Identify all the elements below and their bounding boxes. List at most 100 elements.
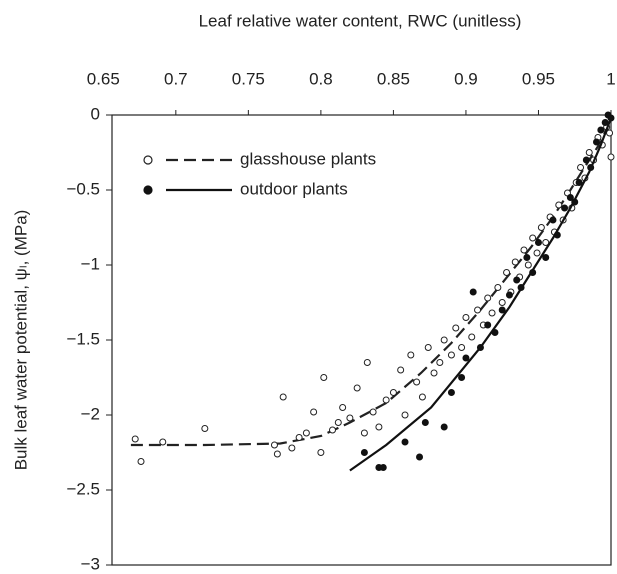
data-point [517, 284, 525, 291]
data-point [505, 291, 513, 299]
data-point [320, 374, 328, 381]
data-point [491, 329, 499, 336]
data-point [458, 374, 466, 381]
data-point [488, 309, 496, 317]
y-tick-label: −1 [81, 254, 100, 273]
data-point [273, 450, 281, 458]
data-point [607, 114, 615, 122]
fit-line [349, 117, 613, 472]
data-point [131, 435, 139, 443]
data-point [334, 419, 342, 426]
data-point [407, 351, 415, 359]
data-point [328, 426, 336, 434]
data-point [575, 179, 583, 186]
data-point [447, 351, 455, 359]
plot-frame [111, 114, 612, 566]
data-point [382, 396, 390, 404]
y-axis-label: Bulk leaf water potential, ψₗ, (MPa) [11, 210, 30, 471]
data-point [317, 449, 325, 456]
data-point [533, 249, 541, 257]
data-point [484, 321, 492, 329]
data-point [397, 366, 405, 374]
data-point [462, 354, 470, 362]
data-point [523, 254, 531, 261]
data-point [447, 389, 455, 396]
data-point [469, 288, 477, 296]
x-tick-label: 0.8 [309, 69, 333, 88]
y-tick-label: −3 [81, 554, 100, 573]
data-point [592, 138, 600, 146]
data-point [542, 239, 550, 246]
data-point [468, 333, 476, 341]
data-point [339, 404, 347, 411]
legend-label: outdoor plants [240, 179, 348, 198]
x-tick-label: 0.95 [522, 69, 555, 88]
data-point [561, 204, 569, 212]
data-point [424, 344, 432, 351]
y-tick-label: −1.5 [66, 329, 100, 348]
data-point [201, 425, 209, 432]
data-point [421, 419, 429, 426]
y-tick-label: 0 [91, 104, 100, 123]
data-point [524, 261, 532, 269]
data-point [520, 246, 528, 254]
data-point [360, 429, 368, 437]
y-tick-label: −2 [81, 404, 100, 423]
data-point [302, 429, 310, 437]
data-point [474, 306, 482, 314]
data-point [601, 119, 609, 126]
data-point [389, 389, 397, 396]
data-point [534, 239, 542, 246]
data-point [440, 423, 448, 431]
data-point [484, 294, 492, 302]
data-point [549, 216, 557, 224]
data-point [555, 201, 563, 209]
data-point [458, 344, 466, 351]
data-point [137, 458, 145, 465]
data-point [607, 153, 615, 161]
data-point [513, 276, 521, 284]
data-point [529, 234, 537, 242]
x-tick-label: 1 [606, 69, 615, 88]
data-point [585, 149, 593, 156]
data-point [369, 408, 377, 416]
data-point [606, 129, 614, 137]
data-point [401, 438, 409, 446]
data-point [566, 194, 574, 201]
data-point [553, 231, 561, 239]
data-point [353, 384, 361, 392]
data-point [416, 453, 424, 461]
data-point [375, 423, 383, 431]
x-tick-label: 0.85 [377, 69, 410, 88]
data-point [310, 408, 318, 416]
data-point [476, 344, 484, 351]
data-point [440, 336, 448, 344]
data-point [270, 441, 278, 449]
data-point [413, 378, 421, 386]
data-point [498, 299, 506, 306]
data-point [494, 284, 502, 291]
data-point [571, 198, 579, 206]
legend-marker [143, 185, 153, 195]
data-point [436, 359, 444, 366]
data-point [418, 393, 426, 401]
data-point [279, 393, 287, 401]
data-point [452, 324, 460, 332]
data-point [288, 444, 296, 452]
legend-label: glasshouse plants [240, 149, 376, 168]
data-point [529, 269, 537, 276]
data-point [587, 164, 595, 171]
data-point [401, 411, 409, 419]
data-point [379, 464, 387, 471]
data-point [511, 258, 519, 266]
data-point [597, 126, 605, 134]
x-tick-label: 0.9 [454, 69, 478, 88]
data-point [582, 156, 590, 164]
data-point [159, 438, 167, 446]
data-point [577, 164, 585, 171]
x-axis-label: Leaf relative water content, RWC (unitle… [199, 11, 522, 30]
data-point [430, 369, 438, 377]
data-point [295, 434, 303, 441]
data-point [360, 449, 368, 456]
